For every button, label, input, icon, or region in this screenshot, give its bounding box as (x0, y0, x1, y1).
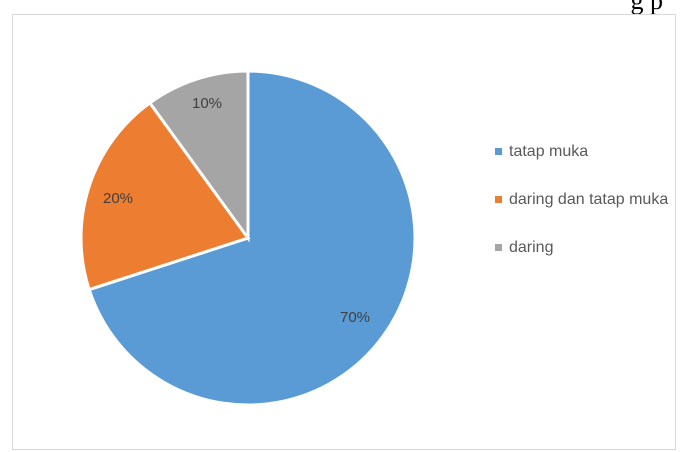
legend-item-daring-dan-tatap-muka: daring dan tatap muka (495, 188, 675, 211)
data-label-daring-dan-tatap-muka: 20% (103, 190, 133, 207)
legend-swatch (495, 244, 502, 251)
legend-swatch (495, 196, 502, 203)
legend-swatch (495, 148, 502, 155)
legend-item-tatap-muka: tatap muka (495, 140, 675, 163)
data-label-tatap-muka: 70% (340, 309, 370, 326)
legend-item-daring: daring (495, 236, 675, 259)
pie-slice-daring-dan-tatap-muka (79, 100, 251, 292)
pie-slice-daring (147, 69, 250, 243)
data-label-daring: 10% (192, 95, 222, 112)
legend-label: daring dan tatap muka (509, 191, 669, 208)
cropped-text-fragment: g p (630, 0, 664, 15)
legend-label: tatap muka (509, 143, 589, 160)
chart-legend: tatap muka daring dan tatap muka daring (495, 140, 675, 284)
pie-slice-tatap-muka (87, 69, 417, 407)
legend-label: daring (509, 239, 554, 256)
